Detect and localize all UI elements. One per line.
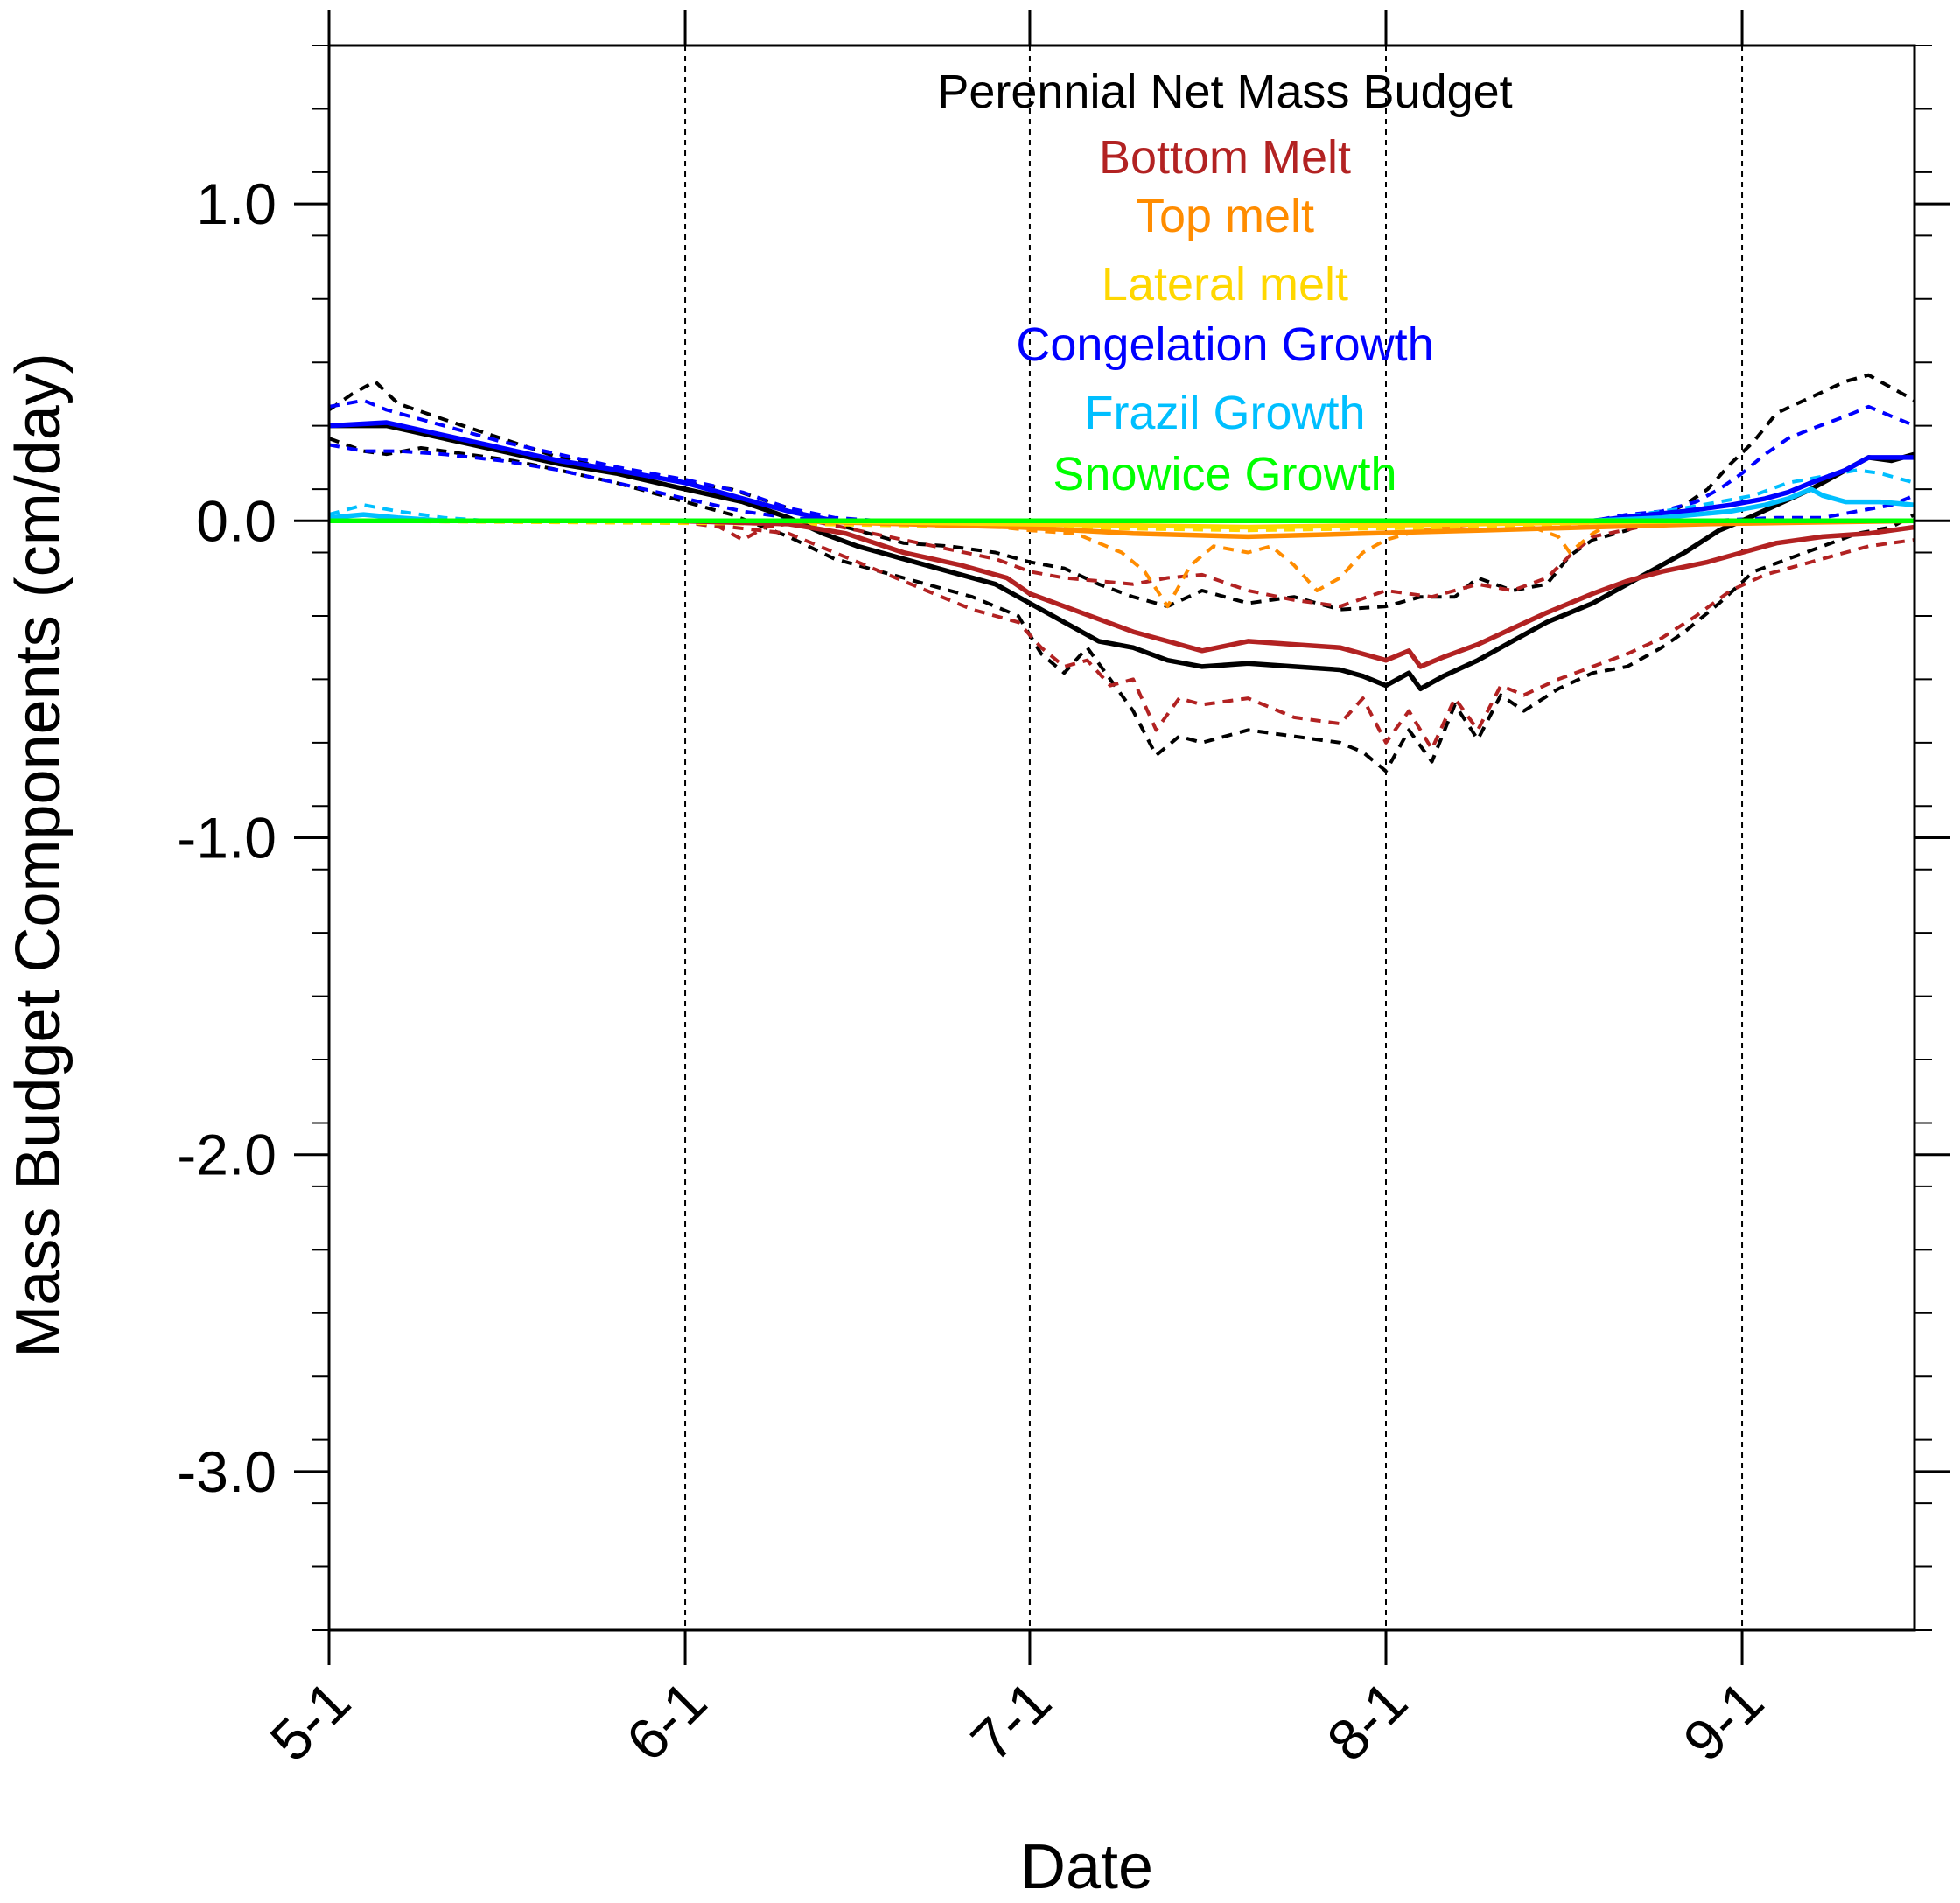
series-layer: [327, 373, 1915, 773]
tick-layer: 5-1 6-1 7-1 8-1 9-1 1.0 0.0 -1.0 -2.0 -3.0: [177, 10, 1950, 1774]
legend: Perennial Net Mass Budget Bottom Melt Top …: [937, 66, 1512, 500]
x-axis-title: Date: [1020, 1832, 1153, 1902]
legend-entry: Top melt: [1136, 190, 1314, 242]
series-line: [329, 518, 1915, 669]
series-line: [328, 437, 1915, 773]
x-tick-label: 6-1: [613, 1669, 718, 1774]
legend-entry: Snowice Growth: [1053, 448, 1396, 500]
x-tick-label: 9-1: [1670, 1669, 1775, 1774]
x-tick-label: 5-1: [257, 1669, 362, 1774]
y-tick-label: 1.0: [196, 171, 276, 236]
legend-entry: Congelation Growth: [1016, 318, 1433, 371]
series-line: [328, 486, 1915, 524]
y-tick-label: -3.0: [177, 1439, 276, 1504]
x-tick-label: 7-1: [958, 1669, 1063, 1774]
series-line: [329, 519, 1914, 609]
legend-entry: Perennial Net Mass Budget: [937, 66, 1512, 118]
legend-entry: Lateral melt: [1102, 258, 1348, 311]
y-tick-label: -2.0: [177, 1123, 276, 1187]
series-line: [329, 423, 1915, 692]
series-line: [329, 519, 1915, 752]
legend-entry: Frazil Growth: [1084, 387, 1365, 439]
x-tick-label: 8-1: [1314, 1669, 1419, 1774]
legend-entry: Bottom Melt: [1099, 131, 1351, 184]
series-line: [329, 519, 1914, 609]
series-line: [328, 443, 1915, 523]
y-axis-title: Mass Budget Components (cm/day): [4, 353, 74, 1357]
y-tick-label: -1.0: [177, 806, 276, 871]
y-tick-label: 0.0: [196, 488, 276, 553]
